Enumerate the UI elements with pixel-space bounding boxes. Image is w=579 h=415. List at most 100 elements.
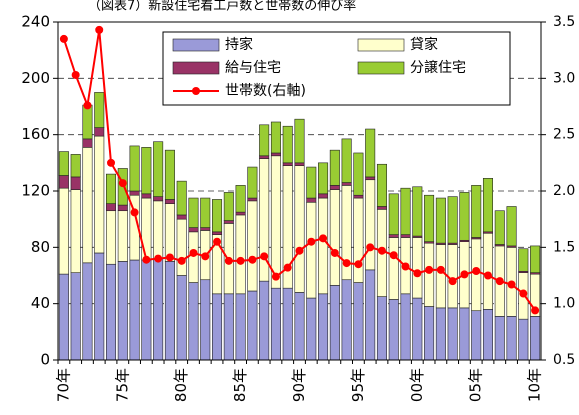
- y-tick-label: 40: [31, 294, 50, 312]
- bar-segment: [482, 308, 493, 361]
- bar-segment: [318, 293, 329, 361]
- bar-segment: [329, 189, 340, 286]
- bar-segment: [329, 285, 340, 361]
- line-marker: [283, 263, 292, 272]
- bar-segment: [447, 196, 458, 244]
- bar-segment: [341, 138, 352, 183]
- bar-segment: [447, 307, 458, 361]
- line-marker: [248, 255, 257, 264]
- bar-segment: [341, 279, 352, 361]
- y2-tick-label: 1.5: [553, 239, 575, 255]
- bar-segment: [388, 193, 399, 235]
- line-marker: [71, 70, 80, 79]
- bar-segment: [247, 200, 258, 292]
- bar-segment: [424, 242, 435, 307]
- line-marker: [483, 271, 492, 280]
- y2-tick-label: 3.5: [553, 14, 575, 30]
- bar-segment: [270, 152, 281, 157]
- line-marker: [95, 25, 104, 34]
- bar-segment: [294, 162, 305, 166]
- bar-segment: [141, 193, 152, 199]
- legend-box: [162, 31, 511, 106]
- line-marker: [236, 256, 245, 265]
- bar-segment: [164, 261, 175, 361]
- y-tick-label: 80: [31, 238, 50, 256]
- bar-segment: [70, 189, 81, 273]
- bar-segment: [164, 149, 175, 200]
- bar-segment: [435, 307, 446, 361]
- bar-segment: [353, 194, 364, 199]
- bar-segment: [141, 147, 152, 195]
- bar-segment: [153, 141, 164, 197]
- bar-segment: [188, 227, 199, 233]
- bar-segment: [223, 293, 234, 361]
- line-marker: [224, 256, 233, 265]
- bar-segment: [129, 259, 140, 361]
- line-marker: [154, 254, 163, 263]
- line-marker: [495, 277, 504, 286]
- bar-segment: [247, 166, 258, 199]
- y2-tick-label: 0.5: [553, 352, 575, 368]
- legend-swatch: [172, 38, 220, 52]
- bar-segment: [318, 193, 329, 199]
- bar-segment: [200, 279, 211, 361]
- bar-segment: [353, 197, 364, 283]
- bar-segment: [494, 210, 505, 245]
- legend-marker: [192, 87, 200, 95]
- line-marker: [366, 243, 375, 252]
- bar-segment: [412, 186, 423, 237]
- line-marker: [401, 262, 410, 271]
- bar-segment: [306, 201, 317, 299]
- bar-segment: [141, 197, 152, 261]
- line-marker: [165, 253, 174, 262]
- bar-segment: [176, 214, 187, 220]
- bar-segment: [223, 192, 234, 221]
- bar-segment: [318, 162, 329, 195]
- bar-segment: [82, 104, 93, 140]
- bar-segment: [141, 259, 152, 361]
- bar-segment: [200, 227, 211, 231]
- bar-segment: [58, 273, 69, 361]
- line-marker: [59, 34, 68, 43]
- x-tick-label: 00年: [408, 368, 426, 402]
- legend-label: 世帯数(右軸): [225, 83, 306, 99]
- bar-segment: [82, 147, 93, 264]
- bar-segment: [518, 318, 529, 361]
- bar-segment: [365, 128, 376, 178]
- bar-segment: [188, 197, 199, 228]
- bar-segment: [270, 121, 281, 154]
- line-marker: [130, 208, 139, 217]
- bar-segment: [259, 124, 270, 157]
- bar-segment: [306, 166, 317, 199]
- y-tick-label: 240: [21, 13, 50, 31]
- bar-segment: [259, 155, 270, 159]
- line-marker: [118, 179, 127, 188]
- bar-segment: [176, 218, 187, 276]
- bar-segment: [176, 180, 187, 216]
- bar-segment: [329, 185, 340, 190]
- bar-segment: [70, 176, 81, 190]
- x-tick-label: 80年: [172, 368, 190, 402]
- bar-segment: [388, 234, 399, 238]
- bar-segment: [129, 145, 140, 192]
- bar-segment: [400, 234, 411, 238]
- bar-segment: [506, 206, 517, 247]
- legend-label: 貸家: [410, 36, 438, 53]
- bar-segment: [200, 197, 211, 228]
- line-marker: [519, 289, 528, 298]
- bar-segment: [235, 214, 246, 295]
- bar-segment: [365, 176, 376, 181]
- line-marker: [389, 251, 398, 260]
- bar-segment: [459, 307, 470, 361]
- bar-segment: [164, 199, 175, 204]
- bar-segment: [365, 269, 376, 361]
- bar-segment: [164, 203, 175, 262]
- line-marker: [142, 255, 151, 264]
- bar-segment: [247, 290, 258, 361]
- bar-segment: [270, 155, 281, 289]
- bar-segment: [282, 287, 293, 361]
- bar-segment: [106, 203, 117, 212]
- bar-segment: [506, 316, 517, 361]
- bar-segment: [70, 272, 81, 361]
